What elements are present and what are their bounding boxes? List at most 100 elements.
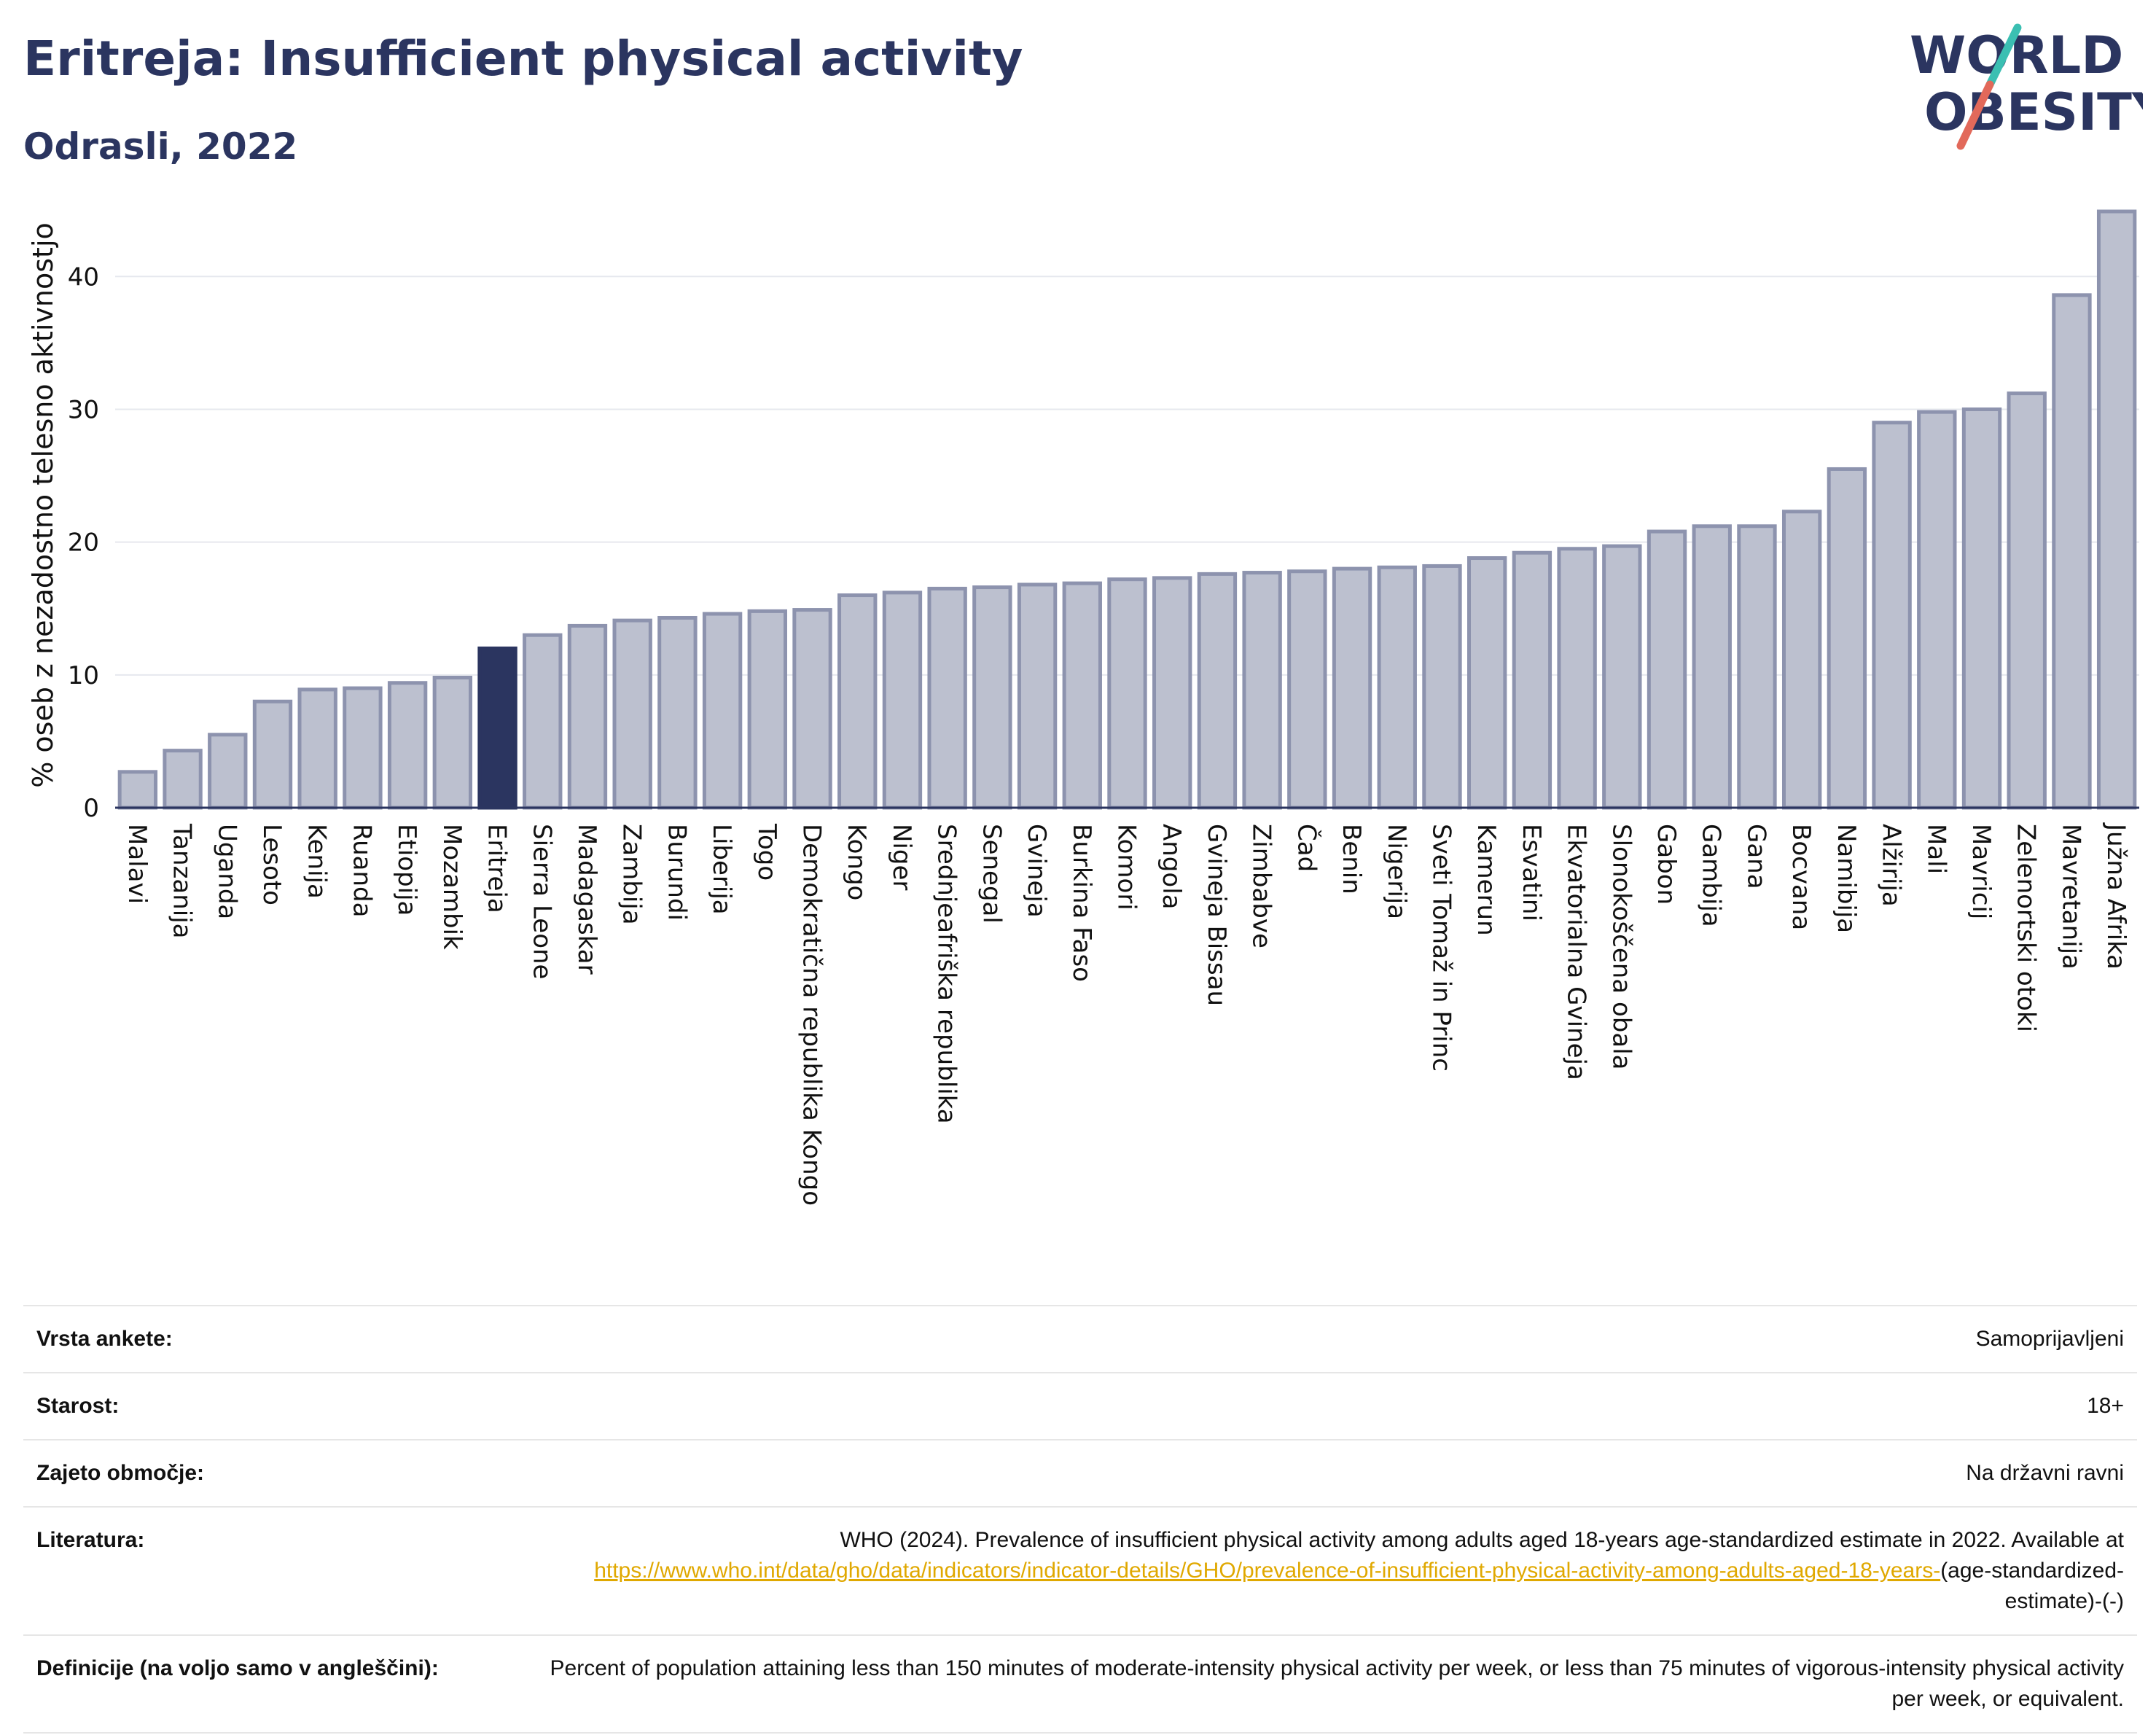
page-title: Eritreja: Insufficient physical activity — [23, 31, 1023, 87]
bar-etiopija — [387, 681, 428, 810]
x-tick-label: Tanzanija — [168, 823, 197, 938]
x-tick-label: Mavricij — [1966, 824, 1996, 919]
bar-alžirija — [1872, 421, 1912, 810]
x-axis-labels: Malavi Tanzanija Uganda Lesoto Kenija Ruanda E… — [122, 822, 2130, 1206]
x-tick-label: Angola — [1157, 824, 1186, 909]
bar-madagaskar — [567, 623, 608, 810]
y-tick-label: 30 — [68, 395, 99, 424]
info-row-references: Literatura: WHO (2024). Prevalence of in… — [23, 1506, 2137, 1634]
x-tick-label: Kamerun — [1472, 824, 1501, 936]
x-tick-label: Madagaskar — [572, 824, 601, 975]
x-tick-label: Niger — [887, 824, 916, 890]
bar-zimbabve — [1242, 571, 1282, 810]
x-tick-label: Čad — [1292, 824, 1321, 872]
x-tick-label: Gvineja — [1022, 824, 1051, 918]
info-label: Zajeto območje: — [36, 1461, 205, 1485]
info-value: Percent of population attaining less tha… — [550, 1656, 2124, 1711]
x-tick-label: Bocvana — [1786, 824, 1816, 930]
y-tick-label: 40 — [68, 262, 99, 292]
x-tick-label: Gvineja Bissau — [1202, 824, 1231, 1006]
x-tick-label: Zelenortski otoki — [2012, 824, 2041, 1032]
reference-suffix: (age-standardized-estimate)-(-) — [1940, 1559, 2124, 1613]
bar-demokratična-republika-kongo — [792, 608, 832, 810]
bar-eritreja — [477, 646, 517, 810]
info-value: Samoprijavljeni — [1975, 1327, 2124, 1351]
info-row-age: Starost: 18+ — [23, 1372, 2137, 1439]
logo-slash-teal — [1985, 23, 2022, 89]
x-tick-label: Slonokoščena obala — [1606, 824, 1636, 1069]
x-tick-label: Benin — [1337, 824, 1366, 894]
bar-senegal — [972, 585, 1012, 810]
bar-mozambik — [432, 675, 473, 810]
x-tick-label: Demokratična republika Kongo — [797, 824, 827, 1206]
x-tick-label: Mozambik — [437, 824, 466, 950]
x-tick-label: Etiopija — [392, 824, 421, 916]
bar-burkina-faso — [1062, 581, 1102, 810]
bar-togo — [747, 609, 787, 810]
x-tick-label: Namibija — [1832, 824, 1861, 933]
bar-gambija — [1692, 524, 1732, 810]
info-label: Vrsta ankete: — [36, 1327, 173, 1351]
bar-niger — [882, 590, 923, 810]
x-tick-label: Kenija — [302, 824, 332, 899]
bar-sierra-leone — [523, 633, 563, 810]
bar-gvineja-bissau — [1197, 572, 1238, 810]
x-tick-label: Lesoto — [257, 824, 286, 905]
bar-zambija — [612, 618, 652, 810]
x-tick-label: Ruanda — [347, 824, 376, 917]
bar-chart: 0 10 20 30 40 Malavi Tanzanija Uganda Lesoto Ken… — [27, 209, 2139, 1206]
reference-text: WHO (2024). Prevalence of insufficient p… — [840, 1528, 2124, 1552]
bar-sveti-tomaž-in-princ — [1422, 564, 1462, 810]
x-tick-label: Mavretanija — [2056, 824, 2085, 970]
bar-tanzanija — [163, 749, 203, 810]
info-table: Vrsta ankete: Samoprijavljeni Starost: 1… — [23, 1305, 2137, 1734]
logo-line2: OBESITY — [1924, 82, 2143, 142]
bar-gvineja — [1017, 582, 1058, 810]
x-tick-label: Komori — [1112, 824, 1141, 911]
bar-mavricij — [1961, 407, 2002, 810]
y-tick-label: 0 — [83, 794, 99, 823]
logo-slash-red — [1956, 80, 1994, 150]
world-obesity-logo: WORLD OBESITY — [1910, 23, 2143, 150]
bar-slonokoščena-obala — [1602, 544, 1642, 810]
bar-ruanda — [343, 686, 383, 810]
x-tick-label: Zambija — [617, 824, 647, 925]
bar-komori — [1107, 577, 1147, 810]
bar-gabon — [1647, 529, 1687, 810]
bar-lesoto — [252, 699, 293, 810]
info-row-coverage: Zajeto območje: Na državni ravni — [23, 1439, 2137, 1506]
x-tick-label: Malavi — [122, 824, 152, 904]
bar-liberija — [702, 612, 743, 810]
x-tick-label: Ekvatorialna Gvineja — [1562, 824, 1591, 1080]
bar-gana — [1737, 524, 1777, 810]
bar-nigerija — [1377, 565, 1417, 810]
info-label: Definicije (na voljo samo v angleščini): — [36, 1656, 439, 1680]
y-axis-title: % oseb z nezadostno telesno aktivnostjo — [27, 222, 59, 788]
x-tick-label: Burundi — [662, 824, 691, 921]
x-tick-label: Kongo — [842, 824, 871, 900]
info-label: Literatura: — [36, 1528, 145, 1552]
y-axis-ticks: 0 10 20 30 40 — [68, 262, 99, 823]
bar-benin — [1332, 566, 1372, 810]
bar-kongo — [837, 593, 878, 810]
x-tick-label: Zimbabve — [1247, 824, 1276, 948]
bar-zelenortski-otoki — [2007, 391, 2047, 810]
x-tick-label: Gana — [1741, 824, 1770, 889]
bar-malavi — [117, 770, 158, 810]
bar-mavretanija — [2052, 293, 2092, 810]
x-tick-label: Gambija — [1697, 824, 1726, 927]
info-row-survey-type: Vrsta ankete: Samoprijavljeni — [23, 1305, 2137, 1372]
x-tick-label: Alžirija — [1877, 824, 1906, 907]
x-tick-label: Eritreja — [483, 824, 512, 913]
x-tick-label: Nigerija — [1382, 824, 1411, 919]
reference-link[interactable]: https://www.who.int/data/gho/data/indica… — [594, 1559, 1941, 1583]
x-tick-label: Južna Afrika — [2101, 822, 2130, 970]
bar-esvatini — [1512, 550, 1552, 810]
bar-ekvatorialna-gvineja — [1557, 547, 1597, 810]
x-tick-label: Esvatini — [1517, 824, 1546, 921]
page-subtitle: Odrasli, 2022 — [23, 125, 298, 168]
x-tick-label: Sveti Tomaž in Princ — [1426, 824, 1456, 1072]
bar-burundi — [657, 615, 698, 810]
bars — [117, 209, 2137, 810]
bar-čad — [1287, 569, 1327, 810]
